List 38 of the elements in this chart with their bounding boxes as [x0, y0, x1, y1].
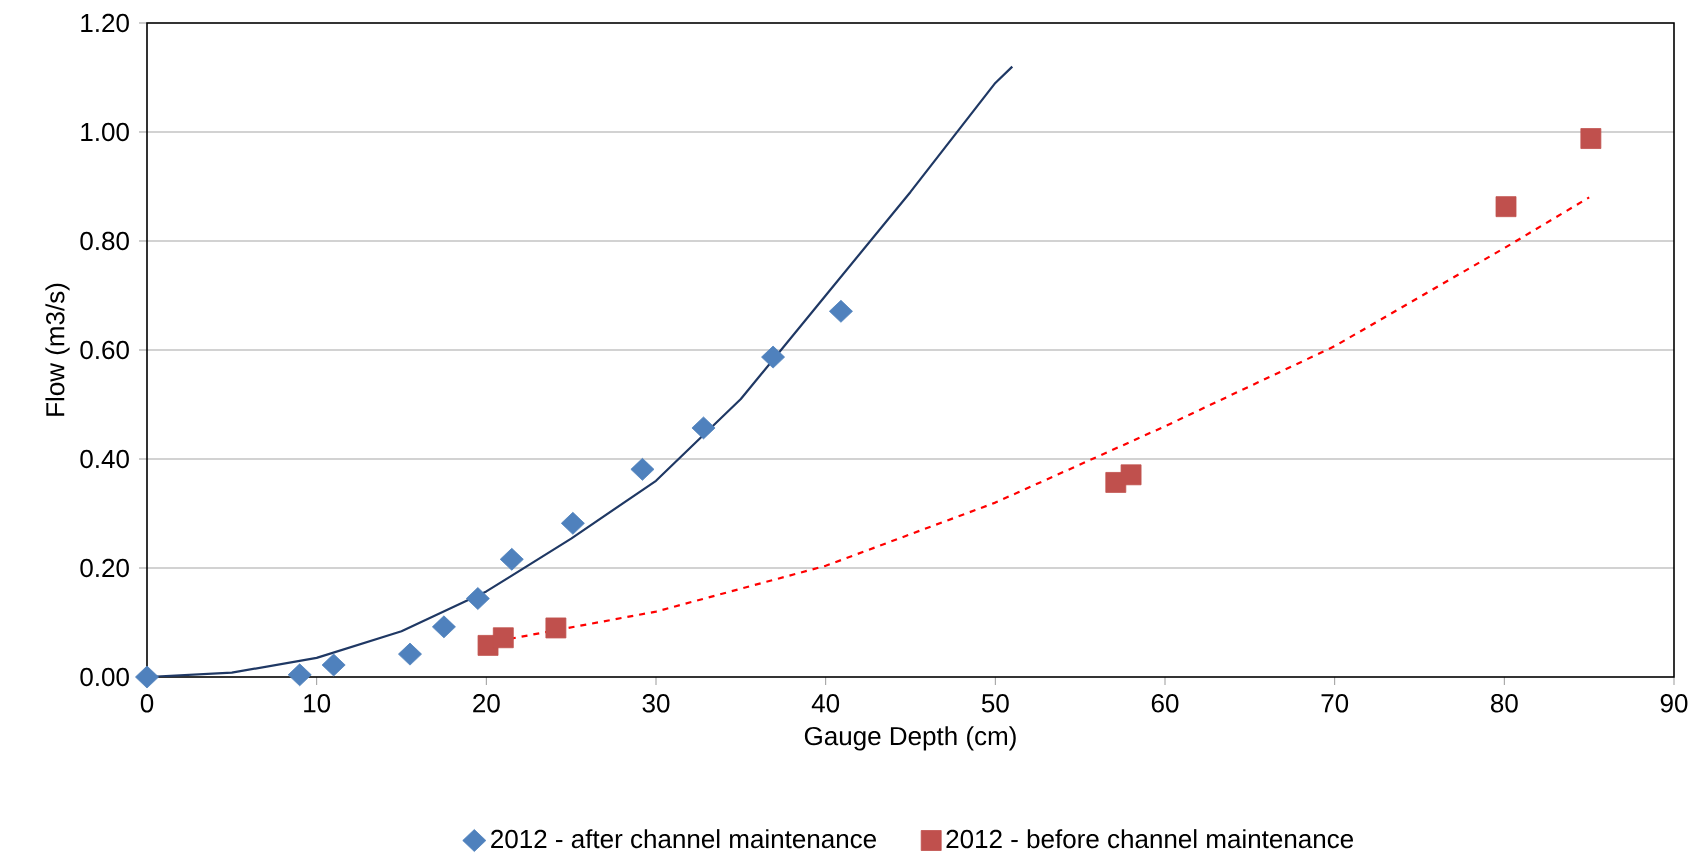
point — [431, 615, 456, 639]
x-tick-label: 80 — [1490, 694, 1518, 713]
point — [287, 663, 312, 687]
x-tick-label: 10 — [304, 694, 331, 713]
point — [761, 345, 786, 369]
x-tick-label: 20 — [473, 694, 500, 713]
point — [321, 653, 346, 677]
point — [630, 457, 655, 481]
point — [828, 299, 853, 323]
y-axis-title: Flow (m3/s) — [45, 283, 70, 416]
y-tick-label: 0.60 — [80, 340, 129, 360]
point — [492, 627, 514, 649]
y-tick-label: 0.00 — [80, 667, 129, 687]
y-tick-label: 1.00 — [81, 122, 129, 142]
point — [560, 511, 585, 535]
point — [398, 642, 422, 666]
x-tick-label: 70 — [1321, 694, 1349, 713]
point — [1120, 464, 1142, 486]
point — [1495, 196, 1517, 218]
point — [691, 416, 716, 440]
x-tick-label: 50 — [981, 694, 1009, 713]
point — [499, 547, 524, 571]
x-tick-label: 30 — [642, 694, 670, 713]
legend-label: 2012 - after channel maintenance — [491, 829, 876, 849]
y-tick-label: 1.20 — [81, 13, 129, 33]
x-tick-label: 60 — [1151, 694, 1179, 713]
y-tick-label: 0.20 — [80, 558, 129, 578]
x-axis-title: Gauge Depth (cm) — [804, 726, 1016, 751]
x-tick-label: 90 — [1660, 694, 1688, 713]
point — [545, 617, 567, 639]
point — [465, 587, 490, 610]
legend-label: 2012 - before channel maintenance — [946, 829, 1354, 849]
point — [1580, 128, 1602, 149]
point — [135, 665, 159, 689]
y-tick-label: 0.40 — [80, 449, 129, 469]
y-tick-label: 0.80 — [80, 231, 129, 251]
x-tick-label: 40 — [811, 694, 840, 713]
x-tick-label: 0 — [140, 694, 154, 713]
